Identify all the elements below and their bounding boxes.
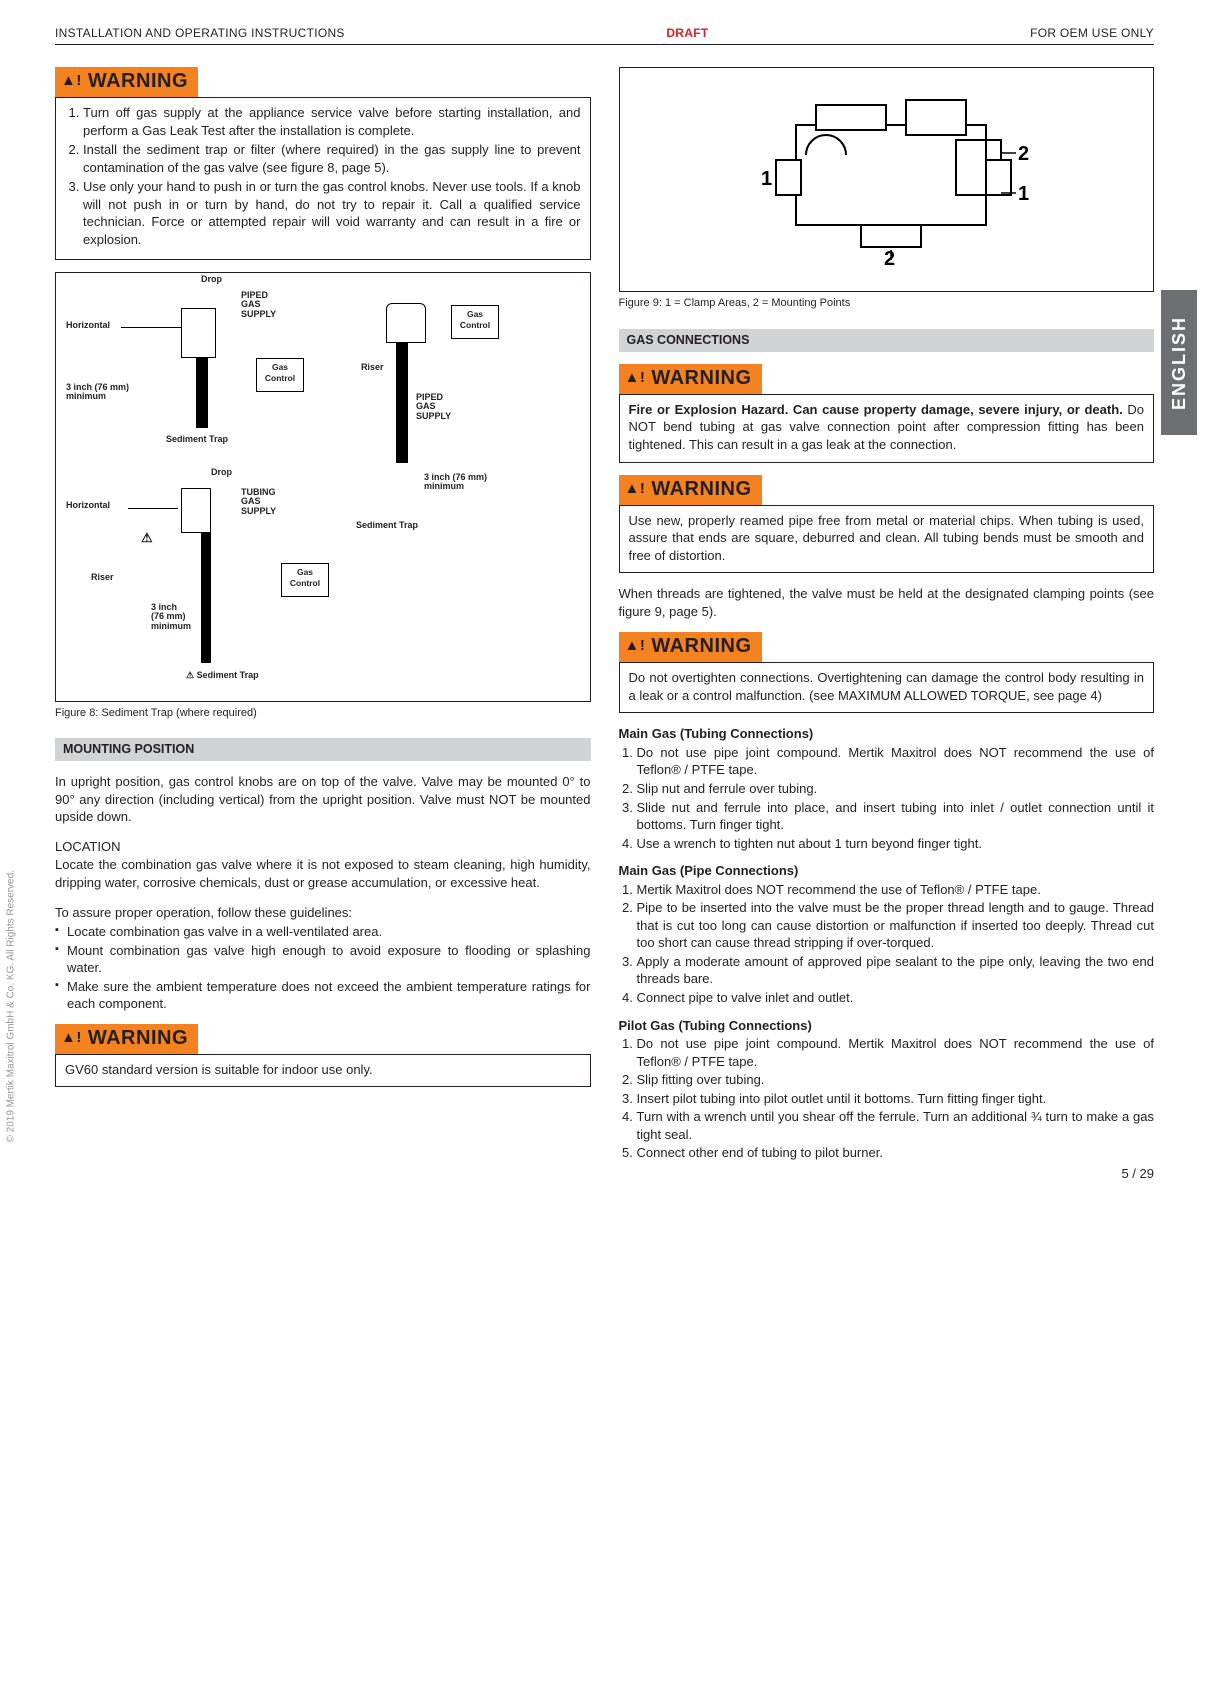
fig8-gc1: Gas Control [256, 358, 304, 392]
location-bullet: Make sure the ambient temperature does n… [55, 978, 591, 1013]
step: Insert pilot tubing into pilot outlet un… [637, 1090, 1155, 1108]
warning-banner-2: ▲! WARNING [55, 1024, 198, 1054]
warning-triangle-icon: ▲! [61, 1030, 82, 1045]
pilot-head: Pilot Gas (Tubing Connections) [619, 1017, 1155, 1035]
warning1-item: Install the sediment trap or filter (whe… [83, 141, 581, 176]
location-bullet: Locate combination gas valve in a well-v… [55, 923, 591, 941]
mounting-text: In upright position, gas control knobs a… [55, 773, 591, 826]
main-pipe-head: Main Gas (Pipe Connections) [619, 862, 1155, 880]
warning-label: WARNING [651, 476, 751, 503]
fig8-min1: 3 inch (76 mm) minimum [66, 383, 129, 403]
fig8-drop2: Drop [211, 468, 232, 478]
svg-text:2: 2 [1018, 143, 1029, 165]
location-bullet: Mount combination gas valve high enough … [55, 942, 591, 977]
warn3-bold: Fire or Explosion Hazard. Can cause prop… [629, 402, 1123, 417]
step: Use a wrench to tighten nut about 1 turn… [637, 835, 1155, 853]
threads-paragraph: When threads are tightened, the valve mu… [619, 585, 1155, 620]
fig8-sed3: ⚠ Sediment Trap [186, 671, 259, 681]
fig8-riser2: Riser [91, 573, 114, 583]
warning-box-5: Do not overtighten connections. Overtigh… [619, 662, 1155, 713]
step: Slide nut and ferrule into place, and in… [637, 799, 1155, 834]
fig8-min2: 3 inch (76 mm) minimum [424, 473, 487, 493]
warn4-text: Use new, properly reamed pipe free from … [629, 513, 1145, 563]
warning2-text: GV60 standard version is suitable for in… [65, 1062, 373, 1077]
fig8-gc2: Gas Control [451, 305, 499, 339]
step: Mertik Maxitrol does NOT recommend the u… [637, 881, 1155, 899]
language-tab: ENGLISH [1161, 290, 1197, 435]
location-p2: To assure proper operation, follow these… [55, 904, 591, 922]
header-right: FOR OEM USE ONLY [1030, 25, 1154, 41]
warn5-text: Do not overtighten connections. Overtigh… [629, 670, 1145, 703]
fig8-sed1: Sediment Trap [166, 435, 228, 445]
figure-8-caption: Figure 8: Sediment Trap (where required) [55, 706, 591, 721]
location-bullets: Locate combination gas valve in a well-v… [55, 923, 591, 1013]
warning-box-3: Fire or Explosion Hazard. Can cause prop… [619, 394, 1155, 463]
figure-9-diagram: 1 2 1 2 [619, 67, 1155, 292]
warning-label: WARNING [88, 1025, 188, 1052]
warning-label: WARNING [651, 365, 751, 392]
right-column: 1 2 1 2 Figure 9: 1 = Clamp Areas, 2 = M… [619, 67, 1155, 1163]
content-columns: ▲! WARNING Turn off gas supply at the ap… [55, 67, 1154, 1163]
warning-label: WARNING [651, 633, 751, 660]
step: Pipe to be inserted into the valve must … [637, 899, 1155, 952]
step: Slip fitting over tubing. [637, 1071, 1155, 1089]
fig8-gc3: Gas Control [281, 563, 329, 597]
gas-connections-header: GAS CONNECTIONS [619, 329, 1155, 352]
pilot-list: Do not use pipe joint compound. Mertik M… [619, 1035, 1155, 1162]
step: Connect other end of tubing to pilot bur… [637, 1144, 1155, 1162]
fig8-piped2: PIPED GAS SUPPLY [416, 393, 451, 423]
warning-box-2: GV60 standard version is suitable for in… [55, 1054, 591, 1088]
copyright-text: © 2019 Mertik Maxitrol GmbH & Co. KG. Al… [5, 870, 19, 1142]
svg-text:1: 1 [1018, 183, 1029, 205]
step: Do not use pipe joint compound. Mertik M… [637, 1035, 1155, 1070]
fig8-tubing: TUBING GAS SUPPLY [241, 488, 276, 518]
step: Do not use pipe joint compound. Mertik M… [637, 744, 1155, 779]
valve-schematic-icon: 1 2 1 2 [706, 85, 1066, 275]
warning1-list: Turn off gas supply at the appliance ser… [65, 104, 581, 248]
warning-box-4: Use new, properly reamed pipe free from … [619, 505, 1155, 574]
figure-9-caption: Figure 9: 1 = Clamp Areas, 2 = Mounting … [619, 296, 1155, 311]
fig8-piped1: PIPED GAS SUPPLY [241, 291, 276, 321]
warning-triangle-icon: ▲! [61, 73, 82, 88]
mounting-position-header: MOUNTING POSITION [55, 738, 591, 761]
main-tubing-head: Main Gas (Tubing Connections) [619, 725, 1155, 743]
step: Connect pipe to valve inlet and outlet. [637, 989, 1155, 1007]
location-head: LOCATION [55, 838, 591, 856]
step: Apply a moderate amount of approved pipe… [637, 953, 1155, 988]
warning-banner-3: ▲! WARNING [619, 364, 762, 394]
warning-triangle-icon: ▲! [625, 638, 646, 653]
svg-text:1: 1 [761, 168, 772, 190]
header-draft-label: DRAFT [666, 25, 708, 41]
warning-label: WARNING [88, 68, 188, 95]
warning-box-1: Turn off gas supply at the appliance ser… [55, 97, 591, 259]
step: Turn with a wrench until you shear off t… [637, 1108, 1155, 1143]
fig8-sed2: Sediment Trap [356, 521, 418, 531]
main-tubing-list: Do not use pipe joint compound. Mertik M… [619, 744, 1155, 852]
main-pipe-list: Mertik Maxitrol does NOT recommend the u… [619, 881, 1155, 1007]
warning-banner-4: ▲! WARNING [619, 475, 762, 505]
step: Slip nut and ferrule over tubing. [637, 780, 1155, 798]
fig8-riser1: Riser [361, 363, 384, 373]
figure-8-diagram: Drop PIPED GAS SUPPLY Horizontal Gas Con… [55, 272, 591, 702]
fig8-warn-icon: ⚠ [141, 531, 153, 545]
warning-triangle-icon: ▲! [625, 370, 646, 385]
fig8-horiz1: Horizontal [66, 321, 110, 331]
location-p1: Locate the combination gas valve where i… [55, 856, 591, 891]
fig8-drop1: Drop [201, 275, 222, 285]
warning-banner-5: ▲! WARNING [619, 632, 762, 662]
page-number: 5 / 29 [1121, 1165, 1154, 1183]
page-header: INSTALLATION AND OPERATING INSTRUCTIONS … [55, 25, 1154, 45]
warning1-item: Turn off gas supply at the appliance ser… [83, 104, 581, 139]
fig8-horiz2: Horizontal [66, 501, 110, 511]
svg-text:2: 2 [884, 248, 895, 270]
fig8-min3: 3 inch (76 mm) minimum [151, 603, 191, 633]
left-column: ▲! WARNING Turn off gas supply at the ap… [55, 67, 591, 1163]
header-left: INSTALLATION AND OPERATING INSTRUCTIONS [55, 25, 345, 41]
warning-triangle-icon: ▲! [625, 481, 646, 496]
warning1-item: Use only your hand to push in or turn th… [83, 178, 581, 248]
warning-banner-1: ▲! WARNING [55, 67, 198, 97]
